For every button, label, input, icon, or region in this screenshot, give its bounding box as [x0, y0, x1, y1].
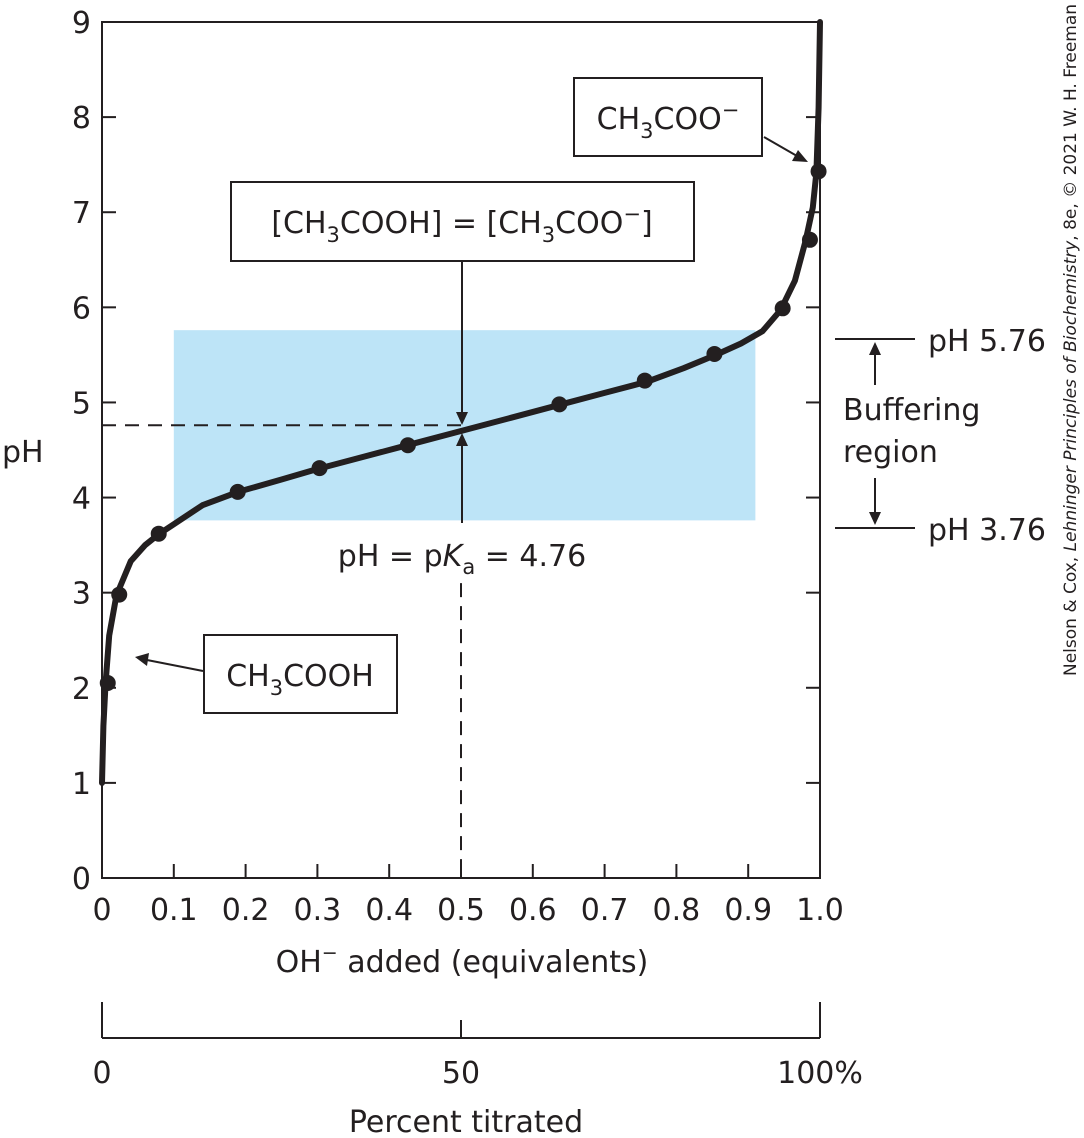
buffer-lower-label: pH 3.76 [928, 513, 1046, 548]
equality-callout-text: [CH3COOH] = [CH3COO−] [271, 202, 652, 247]
percent-label-100: 100% [777, 1056, 863, 1091]
data-point [636, 372, 653, 389]
equality-arrow-head [456, 412, 468, 425]
percent-axis-title: Percent titrated [349, 1105, 583, 1138]
data-point [150, 525, 167, 542]
data-point [399, 437, 416, 454]
x-tick-label: 0.2 [222, 893, 270, 928]
equality-callout-box [230, 181, 695, 262]
acetate-callout-text: CH3COO− [597, 98, 740, 143]
percent-label-50: 50 [442, 1056, 480, 1091]
data-point [801, 231, 818, 248]
x-tick-label: 0.6 [509, 893, 557, 928]
buffering-label-line2: region [843, 435, 938, 470]
buffer-upper-label: pH 5.76 [928, 324, 1046, 359]
titration-data-points [99, 163, 827, 692]
acid-callout-text: CH3COOH [226, 659, 374, 700]
x-tick-label: 0.9 [724, 893, 772, 928]
pka-arrow-head [456, 433, 468, 446]
data-point [774, 300, 791, 317]
y-tick-label: 9 [72, 6, 91, 41]
x-tick-label: 0.3 [294, 893, 342, 928]
data-point [99, 675, 116, 692]
data-point [311, 460, 328, 477]
x-tick-label: 0.5 [437, 893, 485, 928]
y-tick-label: 2 [72, 672, 91, 707]
data-point [551, 396, 568, 413]
y-tick-label: 7 [72, 196, 91, 231]
pka-label-backdrop [322, 530, 602, 580]
x-axis-title-minus: − [322, 942, 338, 964]
pka-label: pH = pKa = 4.76 [338, 539, 586, 579]
data-point [111, 586, 128, 603]
x-axis-title-rest: added (equivalents) [338, 945, 649, 980]
y-tick-label: 1 [72, 767, 91, 802]
acid-arrow-line [146, 659, 204, 672]
y-axis-title: pH [2, 435, 44, 470]
y-tick-label: 5 [72, 386, 91, 421]
x-axis-ticks: 0 0.1 0.2 0.3 0.4 0.5 0.6 0.7 0.8 0.9 1.0 [92, 864, 844, 928]
buffering-region-highlight [173, 330, 756, 521]
acid-arrow-head [135, 653, 149, 666]
titration-curve-line [99, 19, 823, 786]
x-tick-label: 1.0 [796, 893, 844, 928]
y-tick-label: 6 [72, 291, 91, 326]
y-tick-label: 0 [72, 862, 91, 897]
y-tick-label: 3 [72, 577, 91, 612]
x-axis-title-oh: OH [276, 945, 322, 980]
x-tick-label: 0.1 [150, 893, 198, 928]
x-tick-label: 0.8 [653, 893, 701, 928]
buffer-down-arrow-head [869, 512, 881, 525]
x-axis-title: OH− added (equivalents) [276, 942, 649, 980]
buffering-label-line1: Buffering [843, 393, 980, 428]
acetate-arrow-head [792, 150, 808, 162]
acetate-arrow-line [763, 136, 798, 157]
acetate-callout-box [573, 77, 763, 157]
acid-callout-box [203, 634, 398, 714]
x-tick-label: 0 [92, 893, 111, 928]
y-tick-label: 8 [72, 101, 91, 136]
x-tick-label: 0.7 [581, 893, 629, 928]
y-axis-ticks: 0 1 2 3 4 5 6 7 8 9 [72, 6, 116, 897]
data-point [706, 345, 723, 362]
data-point [810, 163, 827, 180]
buffer-up-arrow-head [869, 342, 881, 355]
percent-label-0: 0 [92, 1056, 111, 1091]
x-tick-label: 0.4 [365, 893, 413, 928]
publisher-credit: Nelson & Cox, Lehninger Principles of Bi… [1061, 0, 1081, 676]
data-point [229, 483, 246, 500]
y-tick-label: 4 [72, 482, 91, 517]
